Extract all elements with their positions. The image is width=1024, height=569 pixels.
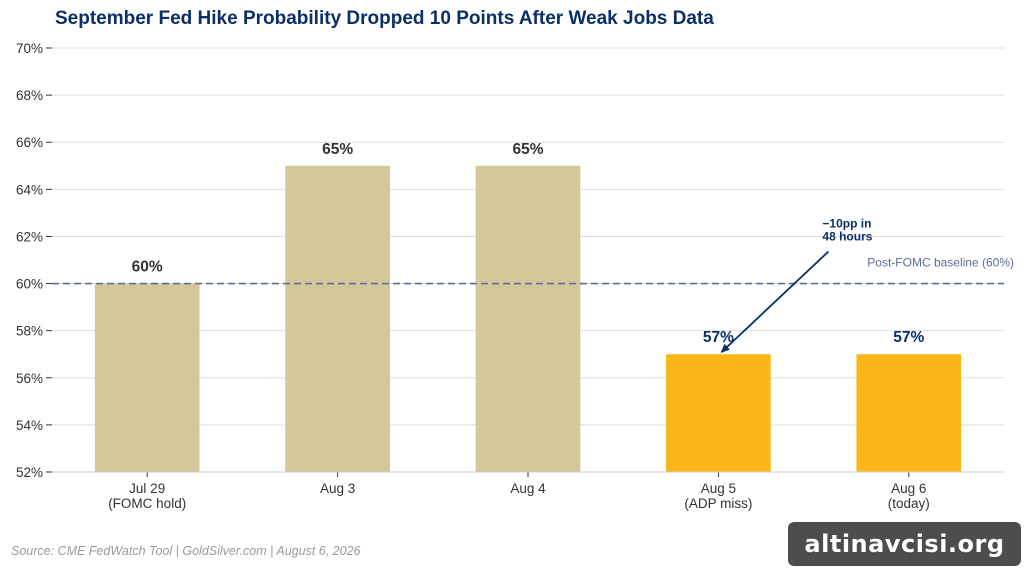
y-tick-label: 64% (16, 182, 43, 197)
chart-title: September Fed Hike Probability Dropped 1… (55, 8, 714, 29)
bar (475, 165, 581, 472)
y-tick-label: 52% (16, 465, 43, 480)
bars (94, 165, 962, 472)
source-note: Source: CME FedWatch Tool | GoldSilver.c… (11, 544, 361, 558)
bar (94, 283, 200, 472)
y-tick-label: 58% (16, 324, 43, 339)
bar (856, 354, 962, 472)
baseline-label: Post-FOMC baseline (60%) (867, 256, 1014, 270)
watermark-badge: altinavcisi.org (788, 522, 1021, 566)
x-tick-label: (FOMC hold) (108, 496, 186, 511)
watermark-text: altinavcisi.org (804, 530, 1005, 558)
x-tick-label: Aug 6 (891, 481, 926, 496)
x-tick-label: Jul 29 (129, 481, 165, 496)
value-label: 65% (512, 141, 543, 158)
bar (285, 165, 390, 472)
value-labels: 60% 65% 65% 57% 57% (132, 141, 925, 346)
y-axis: 52% 54% 56% 58% 60% 62% 64% 66% 68% 70% (16, 41, 52, 480)
x-tick-label: (today) (888, 496, 930, 511)
value-label: 57% (703, 329, 734, 346)
bar (666, 354, 771, 472)
y-tick-label: 68% (16, 88, 43, 103)
baseline: Post-FOMC baseline (60%) (52, 256, 1014, 285)
x-axis: Jul 29(FOMC hold) Aug 3 Aug 4 Aug 5(ADP mis… (52, 471, 1004, 511)
value-label: 57% (893, 329, 924, 346)
y-tick-label: 54% (16, 418, 43, 433)
x-tick-label: Aug 5 (701, 481, 736, 496)
x-tick-label: Aug 4 (510, 481, 546, 496)
x-tick-label: (ADP miss) (684, 496, 752, 511)
annotation-text: 48 hours (822, 230, 872, 244)
annotation-text: −10pp in (822, 217, 871, 231)
y-tick-label: 66% (16, 135, 43, 150)
annotation-arrow (720, 250, 830, 353)
x-tick-label: Aug 3 (320, 481, 355, 496)
y-tick-label: 60% (16, 277, 43, 292)
y-tick-label: 56% (16, 371, 43, 386)
value-label: 65% (322, 141, 353, 158)
y-tick-label: 62% (16, 229, 43, 244)
value-label: 60% (132, 259, 163, 276)
y-tick-label: 70% (16, 41, 43, 56)
